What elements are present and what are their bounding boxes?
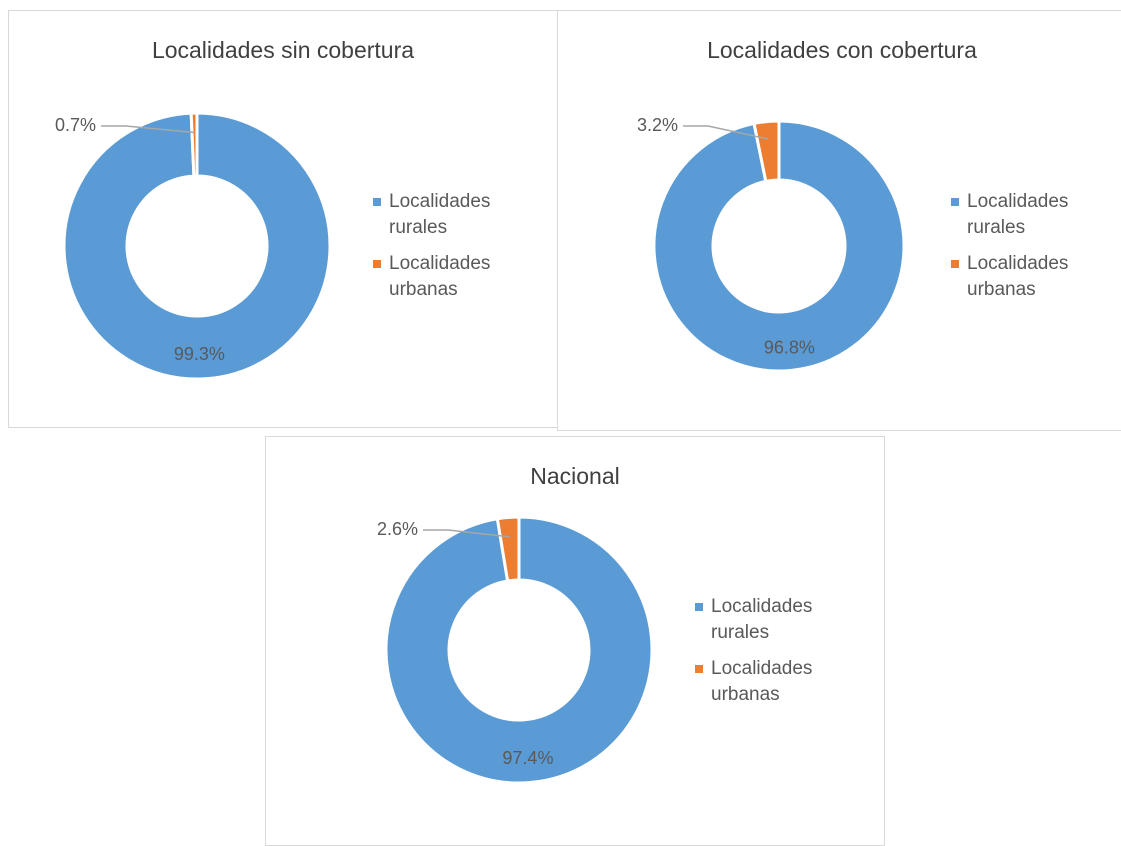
- chart-title: Localidades sin cobertura: [151, 37, 415, 63]
- legend-swatch: [373, 260, 381, 268]
- legend-item: Localidades rurales: [951, 189, 1111, 241]
- legend-label: Localidades urbanas: [389, 253, 491, 300]
- donut-slice: [752, 119, 781, 184]
- donut-slice: [62, 111, 332, 381]
- legend-label: Localidades rurales: [389, 191, 491, 238]
- legend-swatch: [695, 603, 703, 611]
- chart-panel: 97.4% 2.6% Nacional Localidades rurales Loca…: [265, 436, 885, 846]
- data-label: 2.6%: [377, 519, 418, 539]
- data-label: 97.4%: [502, 748, 553, 768]
- leader-line: [683, 125, 769, 140]
- legend-label: Localidades urbanas: [967, 253, 1069, 300]
- donut-chart: 97.4% 2.6%: [377, 515, 654, 785]
- donut-chart: 96.8% 3.2%: [637, 115, 906, 373]
- data-label: 3.2%: [637, 115, 678, 135]
- legend-item: Localidades urbanas: [951, 251, 1111, 303]
- legend-item: Localidades rurales: [373, 189, 533, 241]
- legend-item: Localidades rurales: [695, 594, 855, 646]
- legend-swatch: [695, 665, 703, 673]
- legend-label: Localidades rurales: [711, 596, 813, 643]
- leader-line: [423, 529, 510, 538]
- legend-item: Localidades urbanas: [373, 251, 533, 303]
- legend: Localidades rurales Localidades urbanas: [951, 189, 1111, 313]
- donut-slice: [495, 515, 521, 583]
- data-label: 96.8%: [764, 338, 815, 358]
- donut-slice: [384, 515, 654, 785]
- legend-swatch: [373, 198, 381, 206]
- chart-title: Localidades con cobertura: [707, 37, 977, 63]
- chart-panel: 99.3% 0.7% Localidades sin cobertura Locali…: [8, 10, 558, 428]
- legend: Localidades rurales Localidades urbanas: [695, 594, 855, 718]
- data-label: 0.7%: [55, 115, 96, 135]
- legend-item: Localidades urbanas: [695, 656, 855, 708]
- leader-line: [101, 125, 195, 134]
- legend-swatch: [951, 260, 959, 268]
- donut-slice: [652, 119, 906, 373]
- legend: Localidades rurales Localidades urbanas: [373, 189, 533, 313]
- donut-slice: [189, 111, 199, 178]
- legend-swatch: [951, 198, 959, 206]
- donut-chart: 99.3% 0.7%: [55, 111, 332, 381]
- data-label: 99.3%: [174, 344, 225, 364]
- chart-title: Nacional: [530, 463, 620, 489]
- chart-panel: 96.8% 3.2% Localidades con cobertura Locali…: [557, 10, 1121, 431]
- legend-label: Localidades urbanas: [711, 658, 813, 705]
- legend-label: Localidades rurales: [967, 191, 1069, 238]
